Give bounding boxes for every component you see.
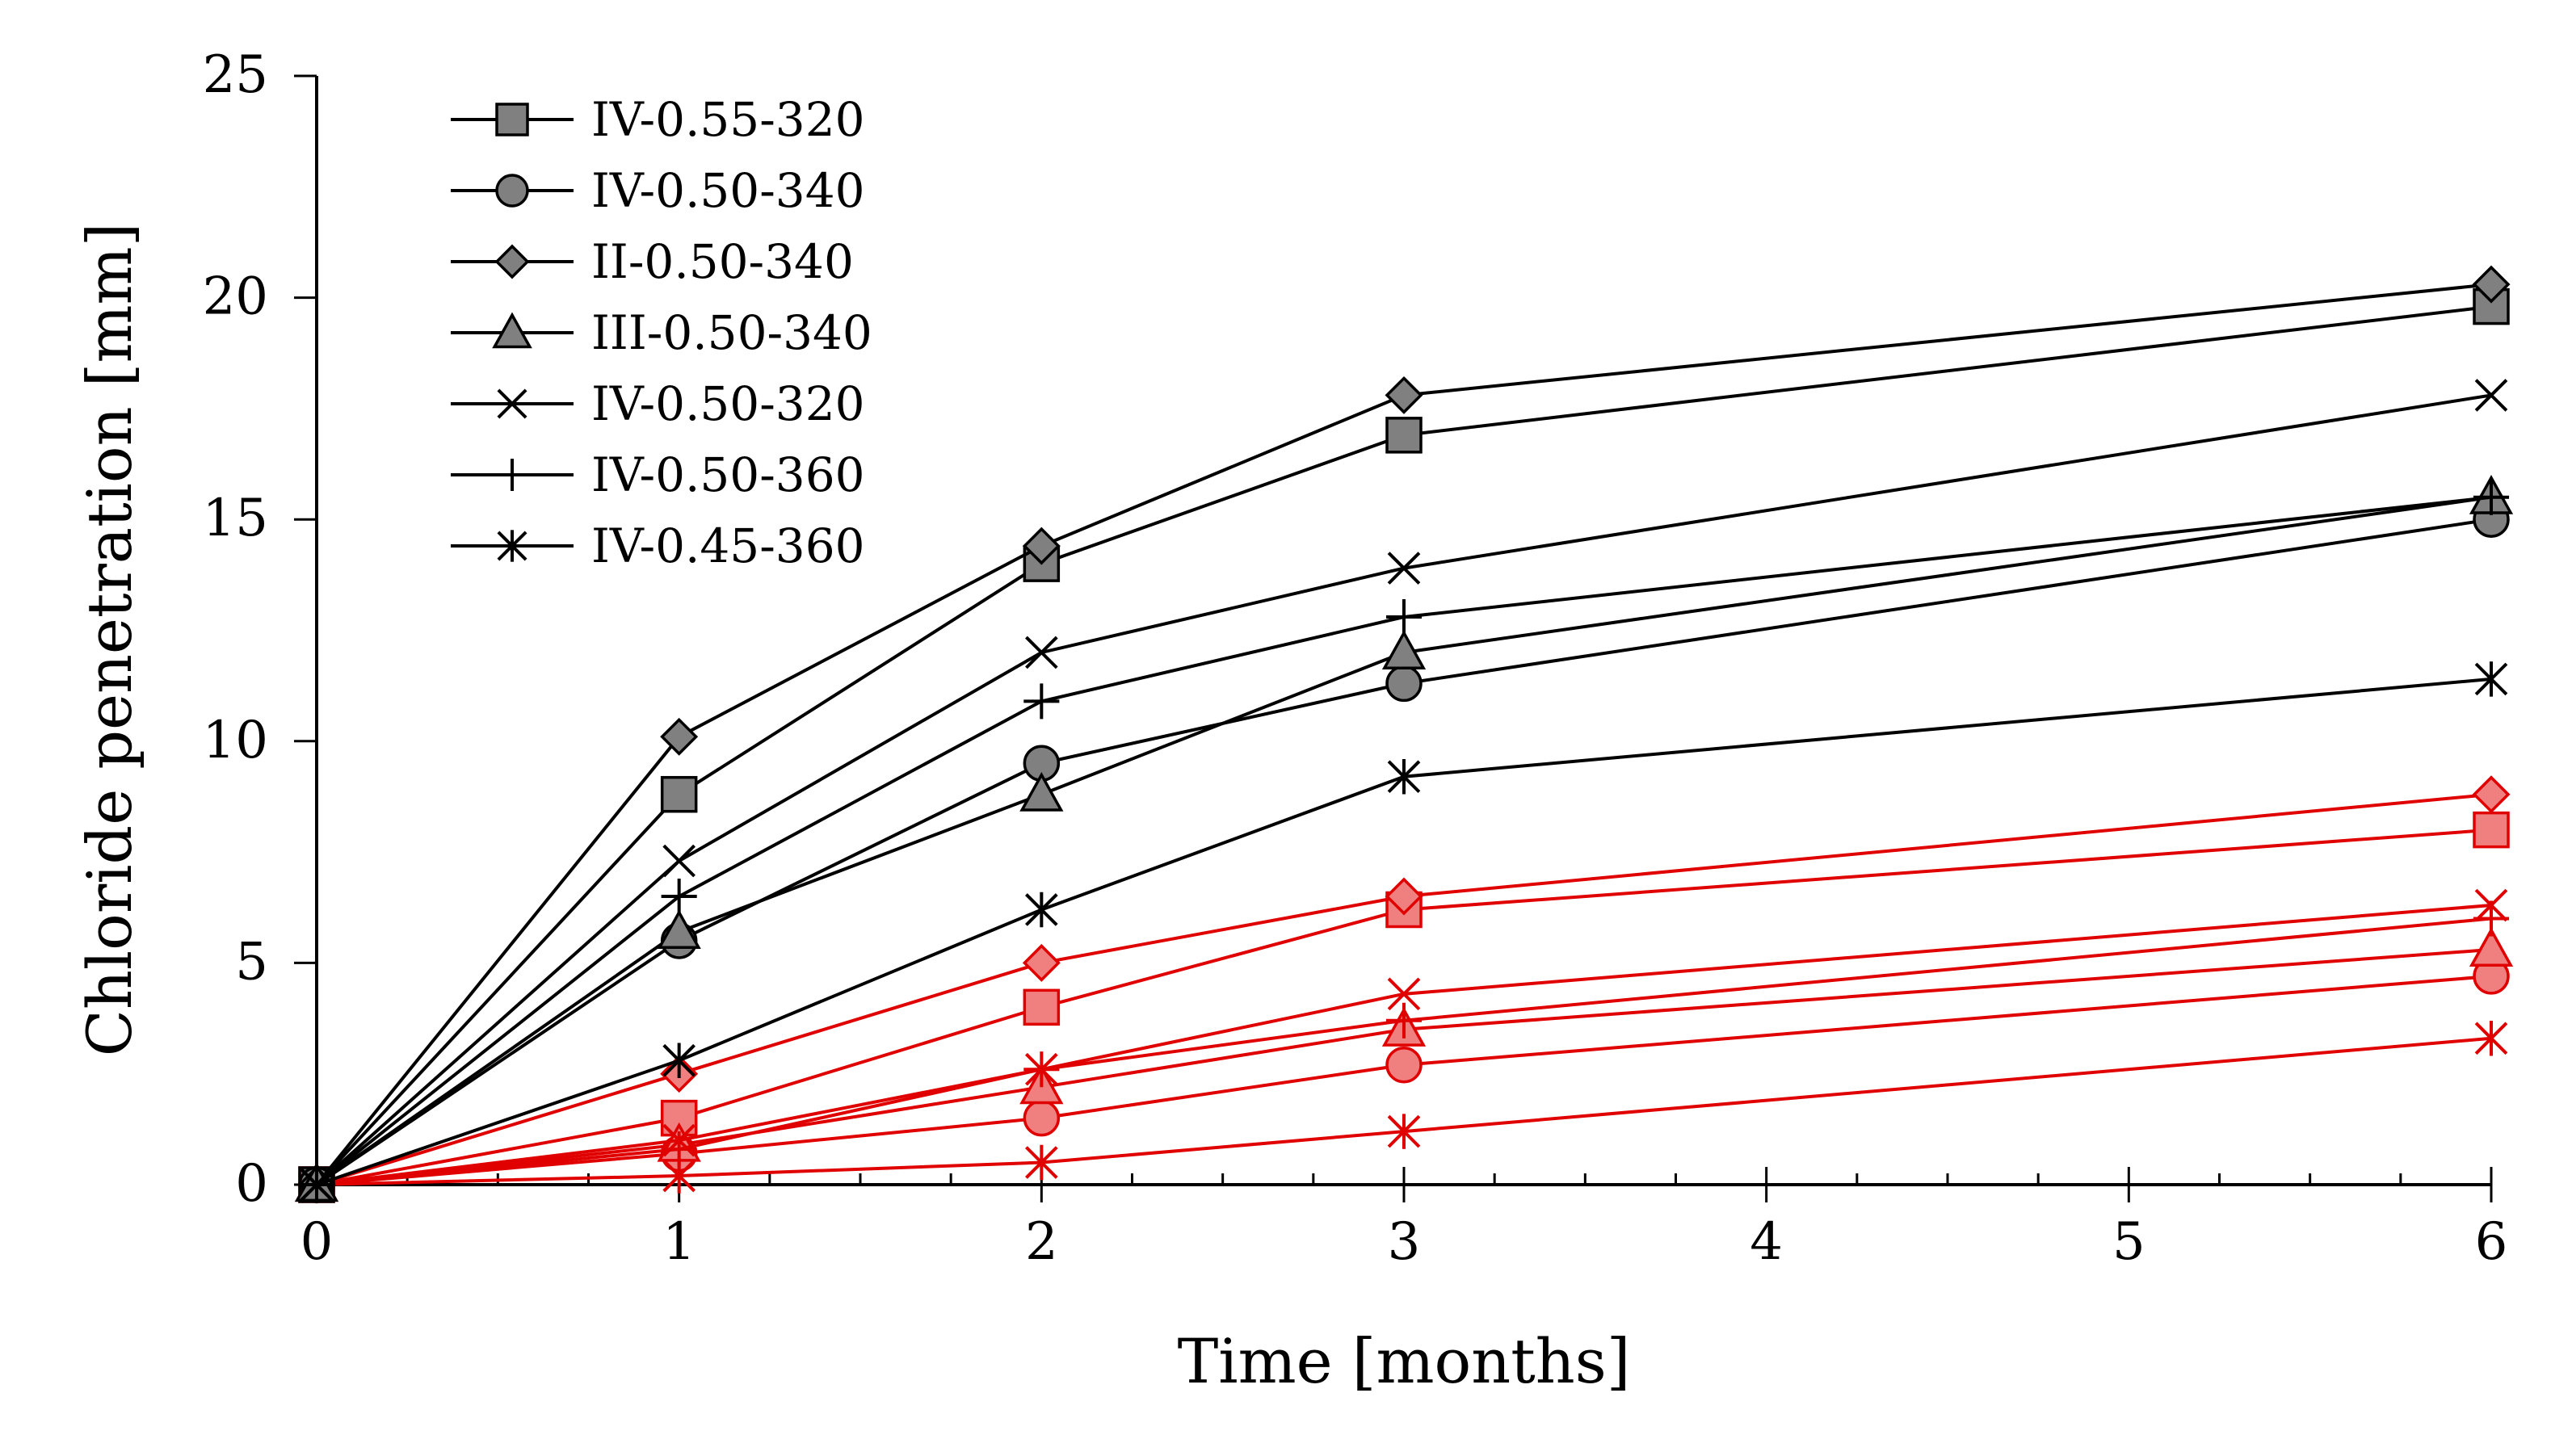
legend-label: II-0.50-340 [591,234,854,289]
legend: IV-0.55-320 IV-0.50-340 II-0.50-340 III-0.5… [451,92,872,573]
y-axis-label: Chloride penetration [mm] [74,223,145,1056]
data-point-plus [1023,683,1060,720]
y-tick-label: 0 [235,1154,268,1214]
data-point-plus [2473,900,2510,937]
data-point-diamond [2472,265,2511,304]
legend-marker-x [497,388,527,419]
data-point-diamond [1385,376,1423,414]
data-point-asterisk [662,1043,696,1078]
legend-marker-circle [495,174,529,208]
data-point-asterisk [1387,1114,1421,1149]
data-point-circle [1385,665,1423,703]
data-point-square [1023,988,1061,1026]
legend-label: IV-0.45-360 [591,518,865,573]
x-tick-label: 5 [2112,1212,2145,1272]
legend-item: IV-0.50-320 [451,376,865,431]
legend-marker-diamond [494,244,530,279]
axes: 0 1 2 3 4 5 6 0 5 10 15 20 25 [203,45,2508,1272]
legend-label: IV-0.50-320 [591,376,865,431]
y-tick-label: 20 [203,267,268,327]
data-point-x [1387,552,1421,585]
data-point-asterisk [1025,892,1058,928]
x-tick-label: 1 [662,1212,696,1272]
x-tick-label: 4 [1750,1212,1783,1272]
data-point-square [2473,811,2510,849]
data-point-plus [661,878,697,915]
series-III-0.50-340 [294,474,2514,1202]
data-point-asterisk [300,1167,334,1202]
data-point-triangle [1019,771,1064,812]
data-point-diamond [1022,527,1061,565]
y-tick-label: 25 [203,45,268,105]
data-point-x [1387,977,1421,1011]
data-point-plus [1023,1051,1060,1088]
legend-item: IV-0.45-360 [451,518,865,573]
data-point-square [1385,417,1423,454]
series-layer [294,265,2514,1204]
data-point-x [662,844,696,878]
data-point-plus [1385,598,1423,636]
data-point-circle [1023,1099,1061,1137]
data-point-triangle [2469,927,2514,967]
data-point-diamond [660,717,699,756]
data-point-plus [2473,479,2510,515]
data-point-asterisk [662,1158,696,1194]
x-tick-label: 6 [2475,1212,2508,1272]
legend-item: III-0.50-340 [451,305,872,360]
x-tick-label: 0 [300,1212,334,1272]
x-tick-label: 2 [1025,1212,1058,1272]
legend-marker-square [495,103,529,136]
data-point-asterisk [1387,759,1421,795]
data-point-square [660,775,698,813]
series-IV-0.50-360 [298,479,2510,1203]
legend-item: IV-0.55-320 [451,92,865,147]
legend-item: IV-0.50-360 [451,447,865,502]
data-point-plus [1385,1002,1423,1039]
data-point-diamond [1022,943,1061,982]
series-IV-0.45-360 [300,661,2508,1202]
legend-label: IV-0.50-360 [591,447,865,502]
data-point-triangle [657,909,701,950]
y-tick-label: 10 [203,711,268,770]
x-axis-label: Time [months] [1178,1325,1631,1397]
data-point-diamond [2472,775,2511,814]
legend-marker-plus [496,459,528,491]
data-point-diamond [1385,877,1423,916]
data-point-asterisk [2474,661,2508,697]
legend-item: IV-0.50-340 [451,163,865,218]
legend-marker-asterisk [497,530,527,562]
legend-label: IV-0.50-340 [591,163,865,218]
x-tick-label: 3 [1388,1212,1421,1272]
legend-marker-triangle [492,312,532,349]
legend-label: IV-0.55-320 [591,92,865,147]
legend-item: II-0.50-340 [451,234,854,289]
series-IV-0.50-320 [300,379,2508,1202]
data-point-x [1025,636,1058,669]
y-tick-label: 5 [235,932,268,992]
data-point-triangle [1381,630,1427,670]
y-tick-label: 15 [203,489,268,548]
data-point-asterisk [2474,1021,2508,1056]
series-red-asterisk [300,1021,2508,1202]
data-point-asterisk [1025,1144,1058,1181]
legend-label: III-0.50-340 [591,305,872,360]
data-point-circle [1385,1046,1423,1084]
data-point-x [2474,379,2508,412]
